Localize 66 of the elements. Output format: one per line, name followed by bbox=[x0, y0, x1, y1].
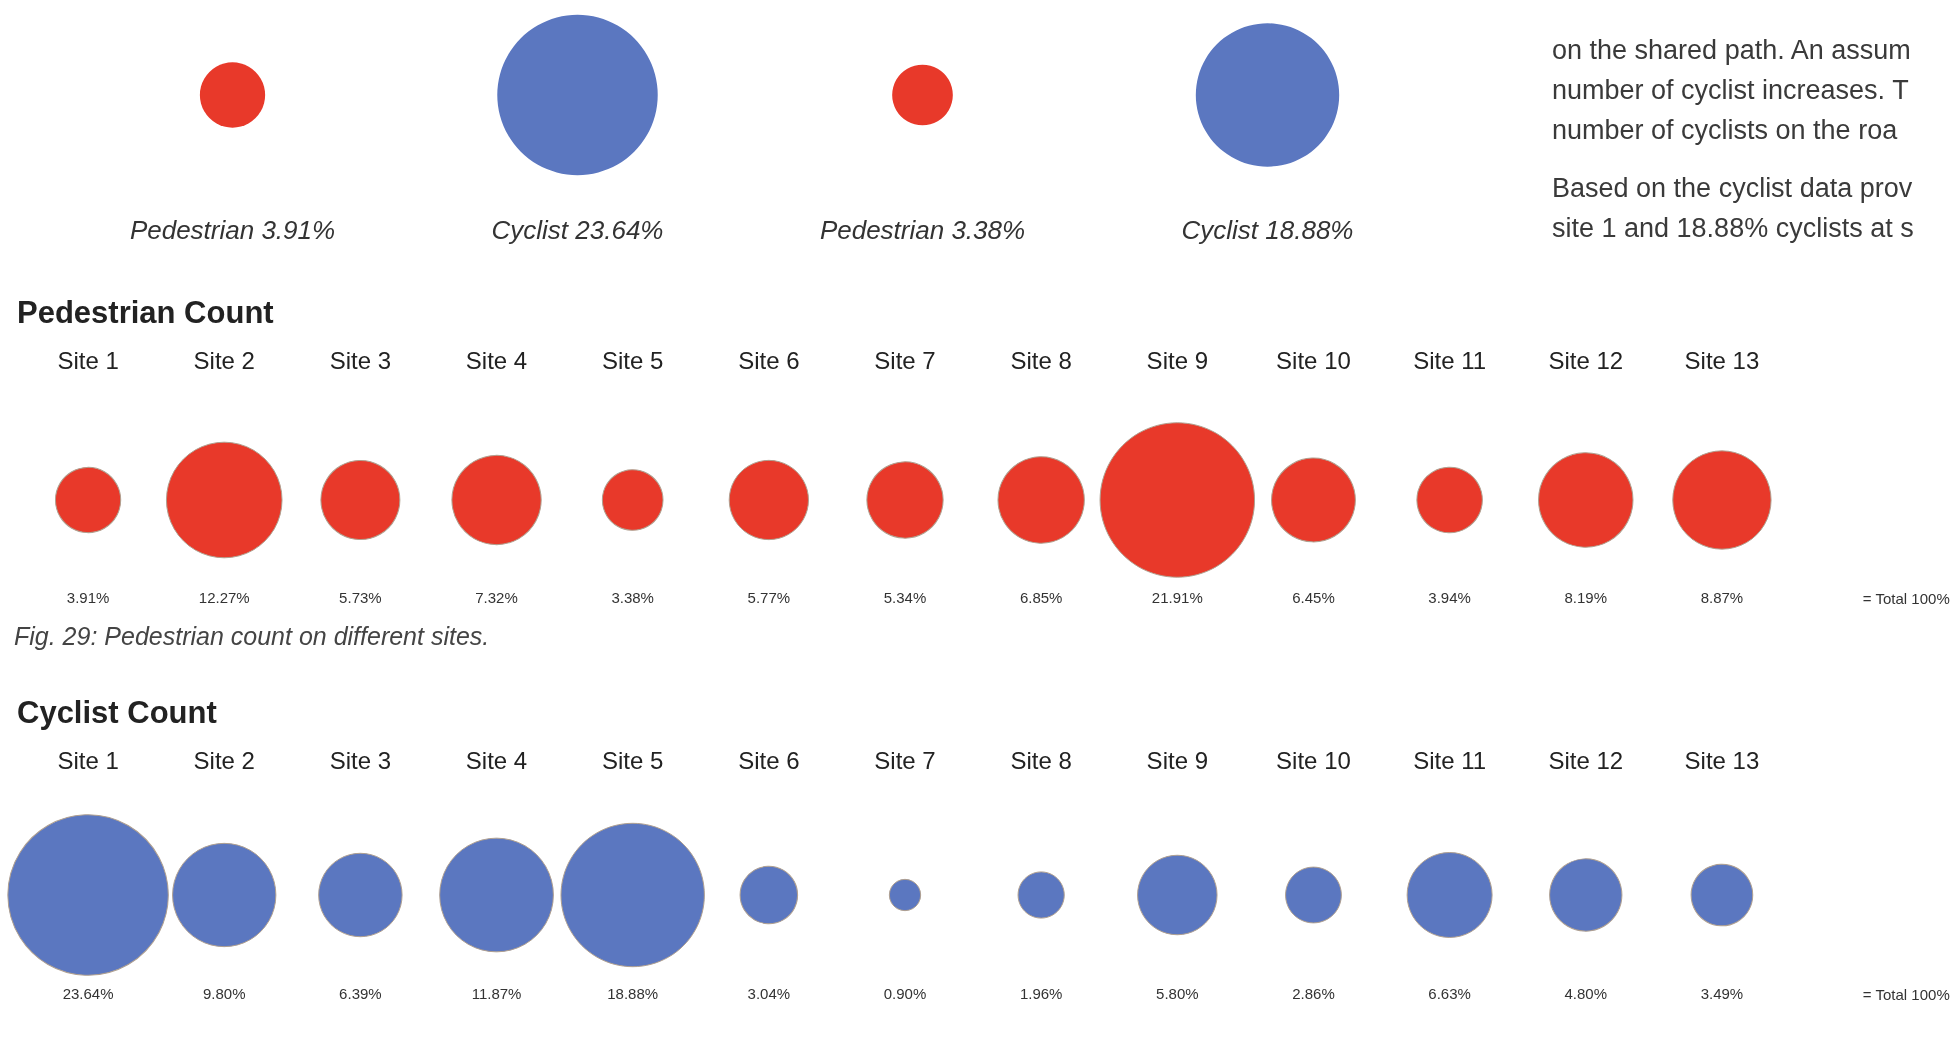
category-label: Site 12 bbox=[1548, 746, 1624, 774]
data-label: 6.39% bbox=[339, 984, 382, 1002]
category-label: Site 5 bbox=[602, 346, 664, 374]
data-label: 23.64% bbox=[62, 984, 114, 1002]
category-label: Site 1 bbox=[57, 346, 119, 374]
data-label: 6.45% bbox=[1292, 588, 1335, 606]
category-label: Site 5 bbox=[602, 746, 664, 774]
category-label: Site 10 bbox=[1276, 746, 1351, 774]
category-label: Site 3 bbox=[329, 746, 392, 774]
category-label: Site 4 bbox=[465, 746, 528, 774]
category-label: Site 6 bbox=[738, 346, 800, 374]
category-label: Site 4 bbox=[465, 346, 528, 374]
data-label: 7.32% bbox=[475, 588, 518, 606]
data-label: 0.90% bbox=[883, 984, 927, 1002]
category-label: Site 9 bbox=[1146, 346, 1208, 374]
category-label: Site 2 bbox=[193, 346, 255, 374]
category-label: Site 12 bbox=[1548, 346, 1624, 374]
category-label: Site 13 bbox=[1684, 746, 1760, 774]
data-label: 11.87% bbox=[471, 984, 522, 1002]
data-label: 6.63% bbox=[1428, 984, 1471, 1002]
data-label: 6.85% bbox=[1019, 588, 1063, 606]
data-label: 21.91% bbox=[1151, 588, 1203, 606]
category-label: Site 11 bbox=[1413, 746, 1487, 774]
data-label: 4.80% bbox=[1564, 984, 1608, 1002]
category-label: Site 8 bbox=[1010, 746, 1072, 774]
data-label: 3.04% bbox=[747, 984, 791, 1002]
data-label: 8.87% bbox=[1700, 588, 1744, 606]
data-label: 3.38% bbox=[611, 588, 654, 606]
category-label: Site 7 bbox=[874, 346, 936, 374]
category-label: Site 2 bbox=[193, 746, 255, 774]
text: Pedestrian Count bbox=[17, 295, 274, 330]
caption: Fig. 29: Pedestrian count on different sites. bbox=[14, 621, 490, 650]
category-label: Site 11 bbox=[1413, 346, 1487, 374]
text: = Total 100% bbox=[1862, 590, 1950, 608]
category-label: Site 6 bbox=[738, 746, 800, 774]
data-label: 5.73% bbox=[339, 588, 382, 606]
data-label: 3.94% bbox=[1428, 588, 1471, 606]
text: site 1 and 18.88% cyclists at s bbox=[1552, 212, 1914, 243]
data-label: Pedestrian 3.91% bbox=[129, 215, 336, 246]
text: Cyclist Count bbox=[17, 695, 217, 730]
data-label: 5.34% bbox=[883, 588, 927, 606]
data-label: 5.77% bbox=[747, 588, 791, 606]
data-label: 8.19% bbox=[1564, 588, 1608, 606]
data-label: 5.80% bbox=[1156, 984, 1199, 1002]
data-label: Pedestrian 3.38% bbox=[819, 215, 1026, 246]
data-label: 18.88% bbox=[607, 984, 659, 1002]
data-label: 3.91% bbox=[66, 588, 110, 606]
text: Based on the cyclist data prov bbox=[1552, 172, 1913, 203]
data-label: 2.86% bbox=[1292, 984, 1335, 1002]
text: number of cyclists on the roa bbox=[1552, 114, 1899, 145]
data-label: 1.96% bbox=[1019, 984, 1063, 1002]
data-label: Cyclist 23.64% bbox=[491, 215, 664, 246]
category-label: Site 8 bbox=[1010, 346, 1072, 374]
category-label: Site 1 bbox=[57, 746, 119, 774]
data-label: 12.27% bbox=[198, 588, 250, 606]
category-label: Site 7 bbox=[874, 746, 936, 774]
data-label: Cyclist 18.88% bbox=[1181, 215, 1354, 246]
category-label: Site 10 bbox=[1276, 346, 1351, 374]
category-label: Site 3 bbox=[329, 346, 392, 374]
text: on the shared path. An assum bbox=[1552, 34, 1911, 65]
category-label: Site 13 bbox=[1684, 346, 1760, 374]
data-label: 3.49% bbox=[1700, 984, 1744, 1002]
category-label: Site 9 bbox=[1146, 746, 1208, 774]
data-label: 9.80% bbox=[202, 984, 246, 1002]
text: number of cyclist increases. T bbox=[1552, 74, 1909, 105]
text: = Total 100% bbox=[1862, 986, 1950, 1004]
